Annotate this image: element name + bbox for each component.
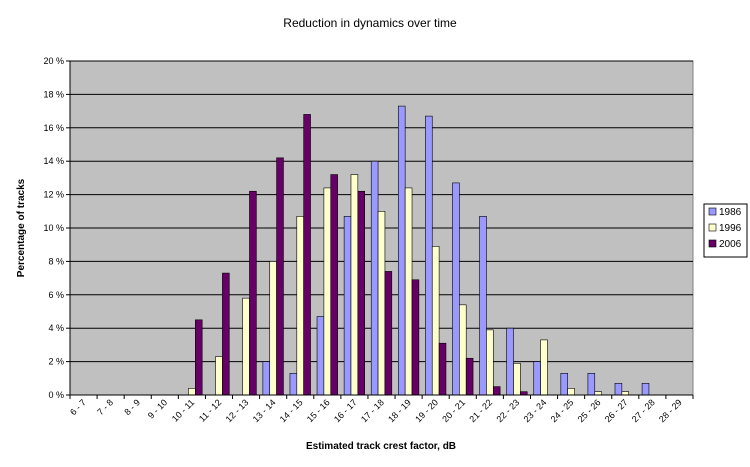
bar-1996 [513,362,521,396]
x-tick-label: 7 - 8 [95,397,115,417]
x-axis-label: Estimated track crest factor, dB [306,441,456,452]
bar-2006 [222,272,230,396]
bar-1996 [242,297,250,396]
bars [188,105,650,396]
x-tick-label: 10 - 11 [170,397,196,423]
x-tick-label: 12 - 13 [224,397,251,424]
x-tick-label: 14 - 15 [278,397,305,424]
bar-1986 [641,383,650,396]
bar-1986 [614,383,623,396]
bar-2006 [520,391,528,396]
legend-swatch [708,239,717,248]
x-tick-label: 20 - 21 [440,397,467,424]
y-axis-label: Percentage of tracks [16,178,27,277]
x-tick-label: 13 - 14 [251,397,278,424]
bar-1986 [479,216,487,396]
bar-1986 [533,361,541,396]
bar-1996 [567,388,575,396]
y-tick-label: 10 % [43,223,64,233]
legend-label: 1996 [719,223,742,234]
legend-swatch [708,223,717,232]
bar-2006 [357,190,366,396]
legend-label: 1986 [719,207,742,218]
bar-2006 [384,271,393,396]
bar-2006 [438,342,447,396]
bar-1986 [506,327,514,396]
bar-1986 [289,372,298,396]
bar-1986 [452,182,460,396]
x-tick-label: 27 - 28 [630,397,657,424]
bar-2006 [330,174,338,396]
bar-1986 [425,115,433,396]
y-axis-ticks: 0 % 2 % 4 % 6 % 8 % 10 % 12 % 14 % 16 % 18 % 20 % [43,56,70,400]
bar-1996 [431,246,440,396]
bar-1996 [215,356,223,396]
x-tick-label: 26 - 27 [603,397,630,424]
x-tick-label: 11 - 12 [197,397,223,423]
y-tick-label: 14 % [43,156,64,166]
bar-1986 [262,361,271,396]
bar-1996 [377,211,386,396]
bar-2006 [411,279,420,396]
y-tick-label: 8 % [48,256,64,266]
gridlines [70,60,693,363]
x-tick-label: 22 - 23 [494,397,521,424]
x-tick-label: 16 - 17 [332,397,359,424]
bar-1986 [316,316,325,396]
bar-2006 [195,319,203,396]
bar-1986 [397,105,406,396]
bar-2006 [465,357,474,396]
bar-1996 [459,304,467,396]
y-tick-label: 2 % [48,357,64,367]
bar-1996 [621,391,630,396]
bar-1996 [269,261,277,396]
bar-1986 [560,372,568,396]
bar-1996 [323,187,332,396]
x-tick-label: 6 - 7 [68,397,88,417]
legend: 1986 1996 2006 [703,203,748,258]
bar-2006 [492,386,501,396]
y-tick-label: 18 % [43,89,64,99]
bar-2006 [249,190,257,396]
y-tick-label: 0 % [48,390,64,400]
y-tick-label: 6 % [48,290,64,300]
x-tick-label: 23 - 24 [522,397,549,424]
bar-1996 [486,329,494,396]
bar-1996 [296,216,304,396]
bar-2006 [276,157,284,396]
chart-title: Reduction in dynamics over time [283,16,457,30]
bar-1996 [404,187,413,396]
bar-1986 [370,160,379,396]
bar-1996 [540,339,548,396]
x-tick-label: 24 - 25 [549,397,576,424]
y-tick-label: 16 % [43,123,64,133]
x-tick-label: 21 - 22 [467,397,494,424]
x-tick-label: 9 - 10 [146,397,169,420]
y-tick-label: 4 % [48,323,64,333]
bar-1996 [188,388,196,396]
bar-2006 [303,114,311,396]
legend-swatch [708,207,717,216]
x-tick-label: 28 - 29 [657,397,684,424]
bar-1986 [343,216,352,396]
legend-label: 2006 [719,239,742,250]
x-tick-label: 18 - 19 [386,397,413,424]
x-tick-label: 15 - 16 [305,397,332,424]
bar-1996 [594,391,602,396]
bar-1996 [350,174,359,396]
x-tick-label: 19 - 20 [413,397,440,424]
bar-1986 [587,372,596,396]
x-tick-label: 25 - 26 [576,397,603,424]
x-tick-label: 8 - 9 [122,397,142,417]
x-tick-label: 17 - 18 [359,397,386,424]
y-tick-label: 12 % [43,190,64,200]
y-tick-label: 20 % [43,56,64,66]
